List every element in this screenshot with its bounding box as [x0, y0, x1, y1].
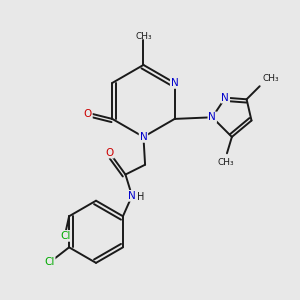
Text: CH₃: CH₃ — [217, 158, 234, 167]
Text: O: O — [84, 109, 92, 119]
Text: O: O — [106, 148, 114, 158]
Text: Cl: Cl — [44, 257, 55, 267]
Text: N: N — [171, 78, 178, 88]
Text: N: N — [140, 132, 147, 142]
Text: N: N — [128, 191, 136, 201]
Text: N: N — [221, 93, 229, 103]
Text: CH₃: CH₃ — [263, 74, 280, 83]
Text: N: N — [208, 112, 216, 122]
Text: CH₃: CH₃ — [135, 32, 152, 41]
Text: Cl: Cl — [61, 231, 71, 241]
Text: H: H — [137, 192, 145, 203]
